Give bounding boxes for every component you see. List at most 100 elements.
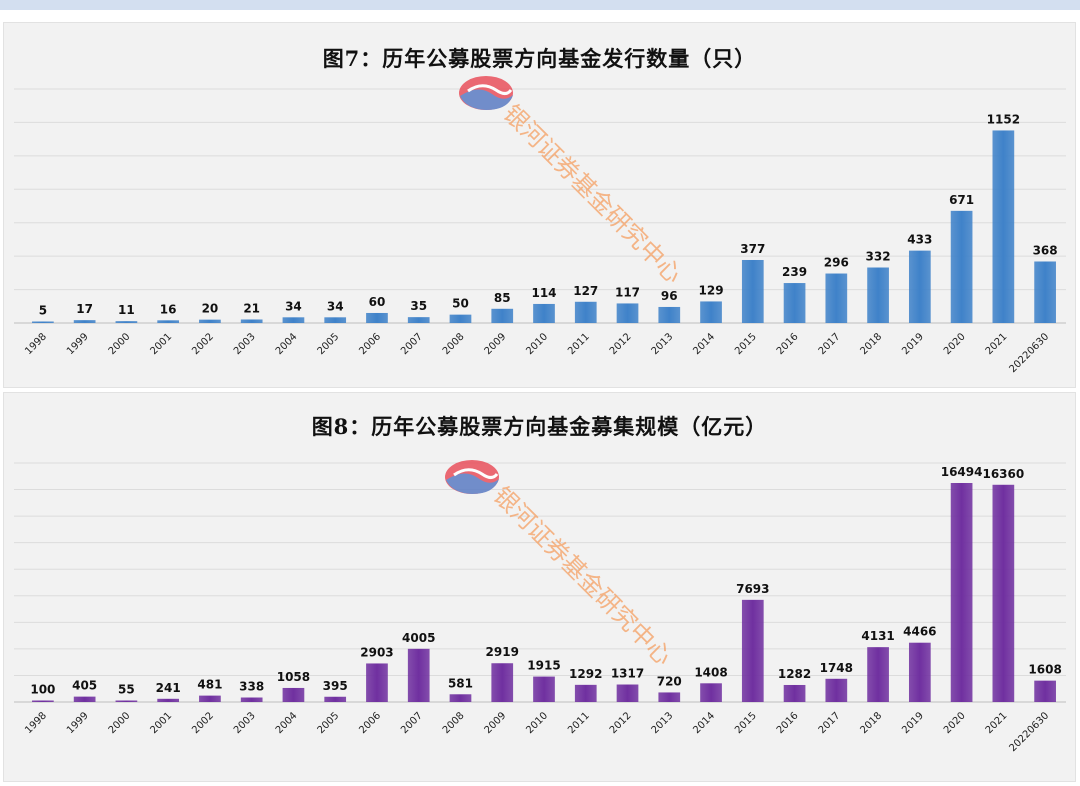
data-label: 50 — [452, 297, 469, 311]
chart-panel-fund-count: 图7：历年公募股票方向基金发行数量（只） 5 1998 17 1999 11 2000 16… — [3, 22, 1076, 388]
x-tick-label: 2013 — [650, 331, 676, 357]
x-tick-label: 2008 — [441, 331, 467, 357]
bar — [407, 648, 430, 702]
data-label: 4131 — [861, 629, 894, 643]
bar — [908, 250, 931, 323]
x-tick-label: 20220630 — [1007, 331, 1051, 375]
bar — [282, 317, 305, 323]
data-label: 241 — [156, 681, 181, 695]
data-label: 34 — [285, 299, 302, 313]
data-label: 368 — [1033, 243, 1058, 257]
data-label: 5 — [39, 304, 47, 318]
data-label: 1317 — [611, 667, 644, 681]
data-label: 433 — [907, 233, 932, 247]
bar — [533, 676, 555, 702]
bar-chart-fund-size: 100 1998 405 1999 55 2000 241 2001 481 2002 338 200… — [14, 462, 1066, 754]
bar — [574, 301, 597, 323]
x-tick-label: 2009 — [483, 331, 509, 357]
data-label: 17 — [76, 302, 93, 316]
bar — [783, 684, 806, 702]
bar — [240, 697, 263, 702]
x-tick-label: 2006 — [357, 331, 383, 357]
data-label: 117 — [615, 285, 640, 299]
data-label: 481 — [197, 678, 222, 692]
bar — [115, 321, 138, 323]
x-tick-label: 2003 — [232, 331, 258, 357]
data-label: 338 — [239, 680, 264, 694]
x-tick-label: 2019 — [900, 710, 926, 736]
bar — [157, 320, 180, 323]
data-label: 1282 — [778, 667, 811, 681]
x-tick-label: 2015 — [733, 331, 759, 357]
x-tick-label: 2006 — [357, 710, 383, 736]
data-label: 55 — [118, 683, 135, 697]
bar-chart-fund-count: 5 1998 17 1999 11 2000 16 2001 20 2002 21 2003 34 200… — [14, 88, 1066, 375]
bar — [741, 259, 764, 323]
data-label: 395 — [323, 679, 348, 693]
bar — [240, 319, 263, 323]
bar — [366, 312, 388, 323]
x-tick-label: 2017 — [817, 331, 843, 357]
x-tick-label: 2002 — [190, 331, 216, 357]
top-accent-bar — [0, 0, 1080, 10]
data-label: 1915 — [527, 659, 560, 673]
data-label: 16 — [160, 302, 177, 316]
data-label: 377 — [740, 242, 765, 256]
bar — [73, 320, 96, 323]
data-label: 405 — [72, 679, 97, 693]
x-tick-label: 2003 — [232, 710, 258, 736]
x-tick-label: 1998 — [23, 331, 49, 357]
chart-title: 图7：历年公募股票方向基金发行数量（只） — [322, 46, 757, 71]
x-tick-label: 2005 — [316, 710, 342, 736]
x-tick-label: 2005 — [316, 331, 342, 357]
x-tick-label: 2021 — [984, 710, 1010, 736]
bar — [282, 687, 305, 702]
x-tick-label: 2012 — [608, 710, 634, 736]
x-tick-label: 2011 — [566, 331, 592, 357]
x-tick-label: 2014 — [691, 331, 717, 357]
data-label: 35 — [410, 299, 427, 313]
x-tick-label: 1998 — [23, 710, 49, 736]
bar — [741, 599, 764, 702]
x-tick-label: 2020 — [942, 710, 968, 736]
x-tick-label: 2016 — [775, 710, 801, 736]
bar — [783, 283, 806, 323]
bar — [533, 303, 555, 323]
bar — [157, 698, 180, 702]
bar — [407, 317, 430, 323]
data-label: 127 — [573, 284, 598, 298]
bar — [658, 306, 681, 323]
x-tick-label: 2018 — [858, 331, 884, 357]
x-tick-label: 2021 — [984, 331, 1010, 357]
bar — [825, 273, 848, 323]
data-label: 16494 — [941, 465, 983, 479]
bar — [491, 663, 514, 702]
bar — [32, 700, 54, 702]
bar — [324, 696, 347, 702]
x-tick-label: 2013 — [650, 710, 676, 736]
x-tick-label: 2015 — [733, 710, 759, 736]
x-tick-label: 2014 — [691, 710, 717, 736]
data-label: 1152 — [987, 112, 1020, 126]
data-label: 1748 — [820, 661, 853, 675]
bar — [324, 317, 347, 323]
bar — [700, 683, 722, 702]
x-tick-label: 2004 — [274, 331, 300, 357]
bar — [950, 210, 973, 323]
bar — [658, 692, 681, 702]
data-label: 20 — [202, 302, 219, 316]
data-label: 2903 — [360, 645, 393, 659]
bar — [867, 267, 889, 323]
data-label: 96 — [661, 289, 678, 303]
x-tick-label: 2016 — [775, 331, 801, 357]
bar — [32, 321, 54, 323]
bar — [199, 319, 221, 323]
x-tick-label: 2020 — [942, 331, 968, 357]
bar — [73, 696, 96, 702]
bar — [992, 484, 1015, 702]
data-label: 60 — [369, 295, 386, 309]
data-label: 100 — [30, 683, 55, 697]
x-tick-label: 2017 — [817, 710, 843, 736]
data-label: 671 — [949, 193, 974, 207]
x-tick-label: 2008 — [441, 710, 467, 736]
